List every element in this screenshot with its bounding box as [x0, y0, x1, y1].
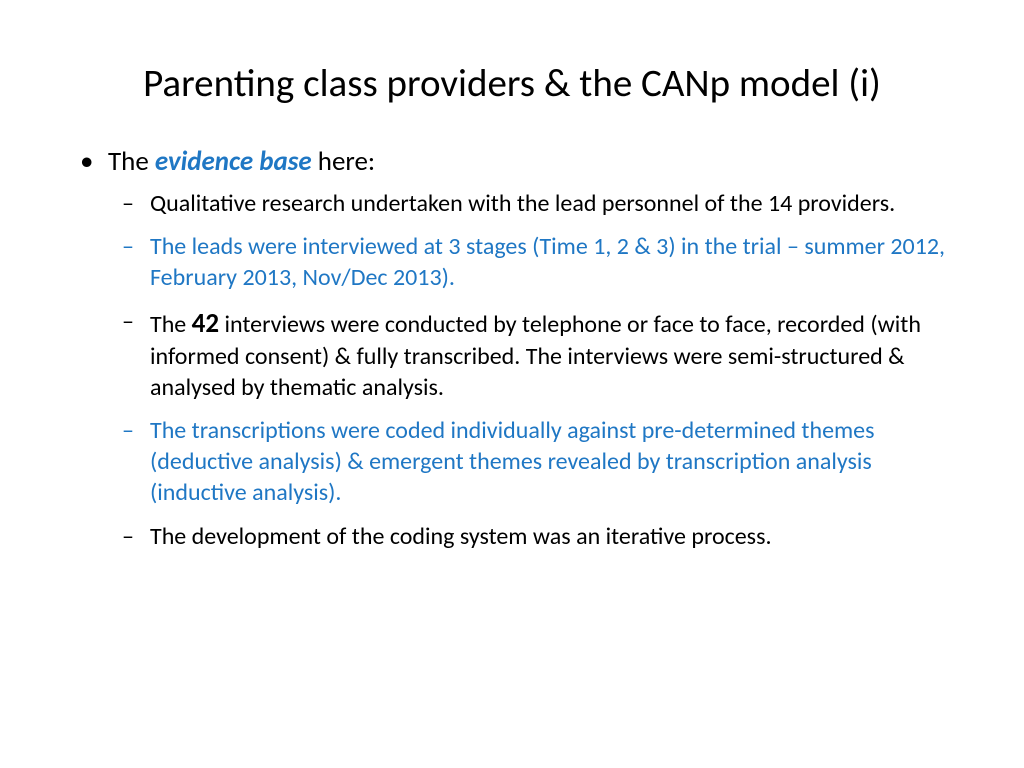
sub-item-text: The leads were interviewed at 3 stages (… — [150, 232, 945, 292]
bullet-list-level1: The evidence base here: Qualitative rese… — [70, 145, 954, 552]
sub-item-text: The transcriptions were coded individual… — [150, 416, 875, 507]
bullet-list-level2: Qualitative research undertaken with the… — [108, 188, 954, 552]
lead-bullet: The evidence base here: Qualitative rese… — [70, 145, 954, 552]
lead-pre: The — [108, 145, 155, 178]
lead-post: here: — [312, 145, 375, 178]
sub-item-text: The development of the coding system was… — [150, 522, 772, 551]
sub-item-pre: The — [150, 310, 192, 339]
sub-item: Qualitative research undertaken with the… — [108, 188, 954, 219]
slide: Parenting class providers & the CANp mod… — [0, 0, 1024, 768]
sub-item: The 42 interviews were conducted by tele… — [108, 306, 954, 403]
sub-item-text: Qualitative research undertaken with the… — [150, 189, 895, 218]
lead-highlight: evidence base — [155, 145, 312, 178]
sub-item-post: interviews were conducted by telephone o… — [150, 310, 921, 402]
sub-item: The development of the coding system was… — [108, 521, 954, 552]
sub-item: The transcriptions were coded individual… — [108, 415, 954, 509]
slide-title: Parenting class providers & the CANp mod… — [70, 60, 954, 107]
sub-item: The leads were interviewed at 3 stages (… — [108, 231, 954, 293]
sub-item-bold: 42 — [192, 307, 219, 340]
